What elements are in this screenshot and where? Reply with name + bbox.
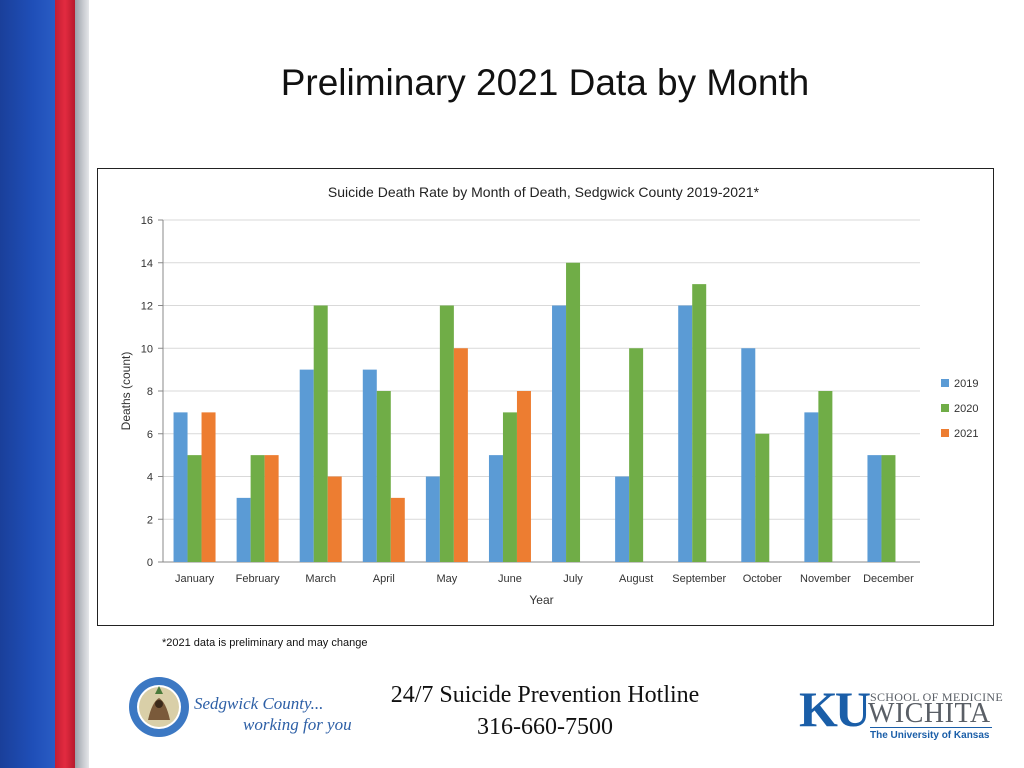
bar-2019-march [299, 369, 314, 562]
slide-title: Preliminary 2021 Data by Month [280, 62, 810, 103]
bar-2019-december [867, 455, 882, 562]
x-tick-label: April [373, 573, 395, 585]
y-tick-label: 12 [141, 301, 153, 313]
bar-2019-november [804, 412, 819, 562]
chart-title: Suicide Death Rate by Month of Death, Se… [328, 184, 760, 200]
sedgwick-county-seal-logo [129, 677, 189, 737]
bar-2020-january [187, 455, 202, 562]
x-tick-label: December [863, 573, 914, 585]
ku-logo-rule [870, 727, 992, 728]
hotline-number: 316-660-7500 [477, 714, 613, 740]
y-tick-label: 10 [141, 343, 153, 355]
hotline-label: 24/7 Suicide Prevention Hotline [390, 682, 700, 708]
legend-label-2020: 2020 [954, 403, 978, 415]
legend-swatch-2019 [941, 379, 949, 387]
y-tick-label: 8 [147, 386, 153, 398]
bar-2019-january [173, 412, 188, 562]
x-tick-label: November [800, 573, 851, 585]
bar-2020-october [755, 433, 770, 562]
bar-2020-september [692, 284, 707, 562]
bar-2020-june [502, 412, 517, 562]
chart-frame: Suicide Death Rate by Month of Death, Se… [97, 168, 994, 626]
bar-2020-february [250, 455, 265, 562]
ku-wichita-text: WICHITA [868, 698, 991, 729]
ku-university-text: The University of Kansas [870, 730, 990, 741]
bar-2020-november [818, 391, 833, 562]
x-tick-label: March [305, 573, 336, 585]
bar-2019-june [488, 455, 503, 562]
footnote: *2021 data is preliminary and may change [162, 637, 368, 649]
bar-2020-december [881, 455, 896, 562]
y-tick-label: 16 [141, 215, 153, 227]
left-grey-stripe [75, 0, 89, 768]
bar-2021-june [516, 391, 531, 562]
ku-logo-mark: KU [799, 681, 871, 737]
bar-2019-july [552, 305, 567, 562]
x-tick-label: August [619, 573, 653, 585]
bar-2021-may [453, 348, 468, 562]
bar-2021-january [201, 412, 216, 562]
bar-2019-february [236, 497, 251, 562]
left-blue-stripe [0, 0, 55, 768]
y-tick-label: 6 [147, 429, 153, 441]
x-tick-label: May [436, 573, 457, 585]
bar-2020-may [439, 305, 454, 562]
bar-2021-april [390, 497, 405, 562]
bar-2021-february [264, 455, 279, 562]
x-axis-title: Year [529, 593, 553, 607]
legend-label-2019: 2019 [954, 378, 978, 390]
bar-2019-may [425, 476, 440, 562]
bar-2019-august [615, 476, 630, 562]
x-tick-label: January [175, 573, 215, 585]
bar-chart: Suicide Death Rate by Month of Death, Se… [119, 184, 978, 607]
bar-2019-april [362, 369, 377, 562]
ku-school-of-medicine-text: SCHOOL OF MEDICINE [870, 690, 1003, 704]
y-tick-label: 4 [147, 472, 153, 484]
legend-label-2021: 2021 [954, 428, 978, 440]
y-tick-label: 14 [141, 258, 153, 270]
y-tick-label: 0 [147, 557, 153, 569]
x-tick-label: June [498, 573, 522, 585]
bar-2020-april [376, 391, 391, 562]
bar-2019-september [678, 305, 693, 562]
bar-2020-august [629, 348, 644, 562]
sedgwick-tagline-1: Sedgwick County... [194, 694, 324, 713]
sedgwick-tagline-2: working for you [243, 715, 352, 734]
bar-2019-october [741, 348, 756, 562]
legend-swatch-2021 [941, 429, 949, 437]
left-red-stripe [55, 0, 75, 768]
bar-2021-march [327, 476, 342, 562]
legend-swatch-2020 [941, 404, 949, 412]
y-axis-title: Deaths (count) [119, 352, 133, 431]
bar-2020-july [566, 262, 581, 562]
y-tick-label: 2 [147, 514, 153, 526]
x-tick-label: September [672, 573, 726, 585]
x-tick-label: July [563, 573, 583, 585]
x-tick-label: February [236, 573, 281, 585]
bar-2020-march [313, 305, 328, 562]
x-tick-label: October [743, 573, 782, 585]
